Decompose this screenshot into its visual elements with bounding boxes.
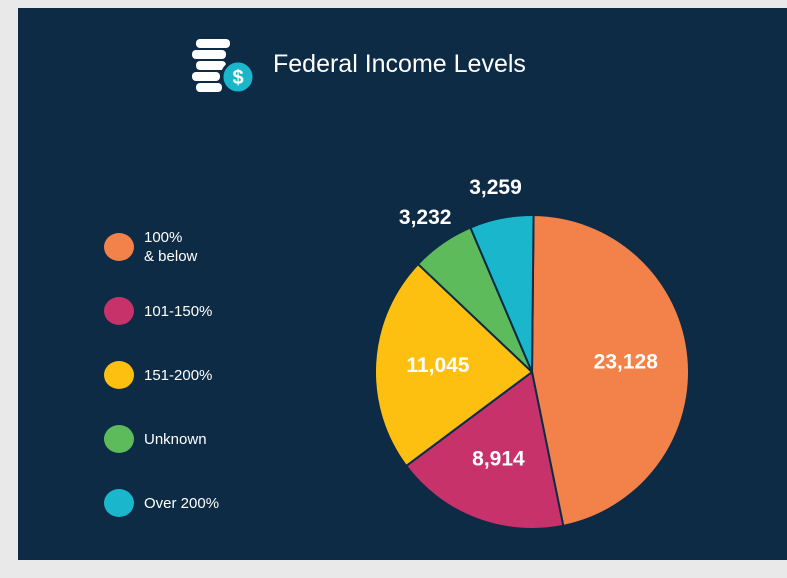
pie-slice: [469, 214, 535, 373]
legend-label: Over 200%: [144, 494, 220, 512]
legend-item: Over 200%: [104, 471, 219, 535]
legend-label: 151-200%: [144, 366, 213, 384]
legend-swatch: [104, 489, 134, 517]
chart-title: Federal Income Levels: [273, 50, 526, 78]
legend-label: 101-150%: [144, 302, 213, 320]
legend-swatch: [104, 233, 134, 261]
pie-slice: [374, 262, 534, 468]
data-label: 23,128: [594, 351, 659, 374]
svg-text:$: $: [232, 67, 243, 89]
legend-item: 101-150%: [104, 279, 219, 343]
legend-swatch: [104, 297, 134, 325]
legend-swatch: [104, 361, 134, 389]
data-label: 3,259: [469, 176, 522, 199]
legend-label: Unknown: [144, 430, 207, 448]
data-label: 3,232: [399, 206, 452, 229]
data-label: 11,045: [406, 354, 469, 377]
pie-slice: [530, 213, 691, 528]
legend: 100% & below 101-150% 151-200% Unknown Over …: [104, 215, 219, 535]
legend-swatch: [104, 425, 134, 453]
legend-item: 100% & below: [104, 215, 219, 279]
legend-item: Unknown: [104, 407, 219, 471]
pie-slice: [404, 370, 565, 530]
legend-item: 151-200%: [104, 343, 219, 407]
coin-icon: $: [192, 39, 256, 95]
data-label: 8,914: [472, 448, 525, 471]
legend-label: 100% & below: [144, 229, 198, 265]
